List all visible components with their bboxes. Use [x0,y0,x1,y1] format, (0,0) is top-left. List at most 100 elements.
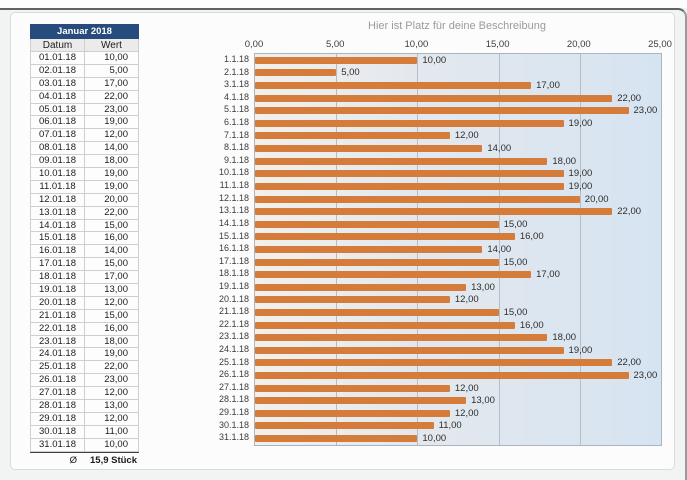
date-cell[interactable]: 15.01.18 [30,232,85,246]
date-cell[interactable]: 27.01.18 [30,387,85,401]
date-cell[interactable]: 19.01.18 [30,284,85,297]
date-cell[interactable]: 01.01.18 [30,52,85,65]
value-cell[interactable]: 23,00 [85,374,139,388]
date-cell[interactable]: 17.01.18 [30,258,85,272]
date-cell[interactable]: 24.01.18 [30,348,85,362]
value-cell[interactable]: 12,00 [85,412,139,426]
value-cell[interactable]: 10,00 [85,438,139,452]
bar-row: 22,00 [255,92,661,105]
value-cell[interactable]: 14,00 [85,142,139,156]
data-bar[interactable] [255,372,629,380]
value-cell[interactable]: 18,00 [85,155,139,169]
data-bar[interactable] [255,258,499,266]
date-cell[interactable]: 10.01.18 [30,168,85,181]
data-bar[interactable] [255,208,613,216]
value-cell[interactable]: 14,00 [85,245,139,259]
date-cell[interactable]: 20.01.18 [30,296,85,310]
date-cell[interactable]: 22.01.18 [30,322,85,336]
value-cell[interactable]: 23,00 [85,103,139,117]
data-bar[interactable] [255,69,337,77]
value-cell[interactable]: 22,00 [85,90,139,104]
date-cell[interactable]: 28.01.18 [30,400,85,413]
value-cell[interactable]: 22,00 [85,206,139,220]
date-cell[interactable]: 06.01.18 [30,116,85,130]
value-cell[interactable]: 13,00 [85,284,139,297]
value-cell[interactable]: 15,00 [85,219,139,233]
data-bar[interactable] [255,182,564,190]
value-cell[interactable]: 13,00 [85,400,139,413]
date-cell[interactable]: 07.01.18 [30,129,85,143]
data-bar[interactable] [255,119,564,127]
value-cell[interactable]: 16,00 [85,232,139,246]
value-cell[interactable]: 12,00 [85,296,139,310]
column-header-value[interactable]: Wert [85,39,139,52]
data-bar[interactable] [255,283,467,291]
value-cell[interactable]: 19,00 [85,168,139,181]
data-bar[interactable] [255,422,434,430]
column-header-date[interactable]: Datum [30,39,85,52]
data-bar[interactable] [255,56,418,64]
value-cell[interactable]: 17,00 [85,77,139,91]
data-bar[interactable] [255,435,418,443]
value-cell[interactable]: 17,00 [85,271,139,285]
value-cell[interactable]: 5,00 [85,64,139,78]
value-cell[interactable]: 18,00 [85,335,139,349]
value-cell[interactable]: 12,00 [85,129,139,143]
date-cell[interactable]: 12.01.18 [30,193,85,207]
data-bar[interactable] [255,321,515,329]
data-bar[interactable] [255,132,450,140]
date-cell[interactable]: 21.01.18 [30,309,85,323]
data-bar[interactable] [255,397,467,405]
data-bar[interactable] [255,245,483,253]
data-bar[interactable] [255,195,580,203]
date-cell[interactable]: 05.01.18 [30,103,85,117]
data-bar[interactable] [255,94,613,102]
date-cell[interactable]: 02.01.18 [30,64,85,78]
date-cell[interactable]: 13.01.18 [30,206,85,220]
value-cell[interactable]: 15,00 [85,309,139,323]
date-cell[interactable]: 18.01.18 [30,271,85,285]
data-bar[interactable] [255,145,483,153]
date-cell[interactable]: 25.01.18 [30,361,85,375]
date-cell[interactable]: 09.01.18 [30,155,85,169]
value-cell[interactable]: 11,00 [85,425,139,439]
data-bar[interactable] [255,157,548,165]
date-cell[interactable]: 26.01.18 [30,374,85,388]
data-bar[interactable] [255,334,548,342]
value-cell[interactable]: 10,00 [85,52,139,65]
data-bar[interactable] [255,359,613,367]
date-cell[interactable]: 14.01.18 [30,219,85,233]
value-cell[interactable]: 19,00 [85,348,139,362]
data-bar[interactable] [255,82,532,90]
plot-area[interactable]: 10,00 5,00 17,00 22,00 23,00 19,00 12,00 14,00 1… [254,53,662,446]
data-bar[interactable] [255,296,450,304]
table-row: 12.01.18 20,00 [30,193,139,207]
data-bar[interactable] [255,384,450,392]
value-cell[interactable]: 22,00 [85,361,139,375]
date-cell[interactable]: 08.01.18 [30,142,85,156]
value-cell[interactable]: 12,00 [85,387,139,401]
date-cell[interactable]: 23.01.18 [30,335,85,349]
date-cell[interactable]: 16.01.18 [30,245,85,259]
date-cell[interactable]: 11.01.18 [30,180,85,194]
data-bar[interactable] [255,409,450,417]
data-bar[interactable] [255,346,564,354]
data-bar[interactable] [255,271,532,279]
data-bar[interactable] [255,308,499,316]
value-cell[interactable]: 15,00 [85,258,139,272]
value-cell[interactable]: 16,00 [85,322,139,336]
date-cell[interactable]: 29.01.18 [30,412,85,426]
date-cell[interactable]: 03.01.18 [30,77,85,91]
value-cell[interactable]: 20,00 [85,193,139,207]
chart-title[interactable]: Hier ist Platz für deine Beschreibung [368,20,546,32]
data-bar[interactable] [255,220,499,228]
data-bar[interactable] [255,233,515,241]
date-cell[interactable]: 04.01.18 [30,90,85,104]
table-row: 09.01.18 18,00 [30,155,139,169]
value-cell[interactable]: 19,00 [85,180,139,194]
data-bar[interactable] [255,107,629,115]
value-cell[interactable]: 19,00 [85,116,139,130]
date-cell[interactable]: 30.01.18 [30,425,85,439]
data-bar[interactable] [255,170,564,178]
date-cell[interactable]: 31.01.18 [30,438,85,452]
